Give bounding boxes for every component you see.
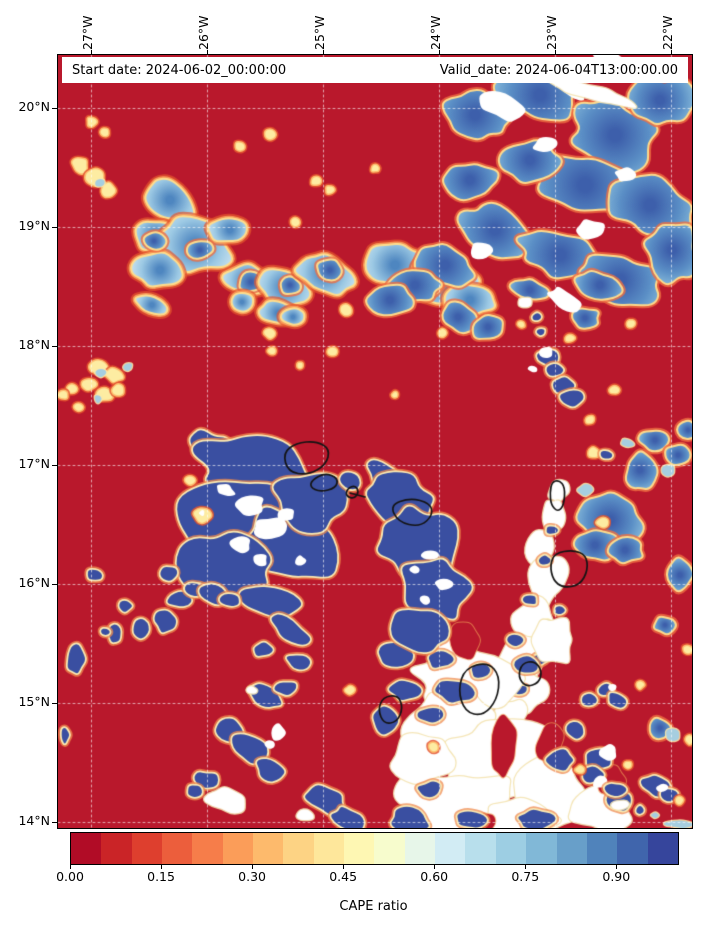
map-frame: Start date: 2024-06-02_00:00:00 Valid_da… (57, 54, 693, 829)
colorbar-segment (283, 833, 314, 864)
lat-tick-mark (52, 822, 57, 824)
colorbar-tick-label: 0.15 (147, 869, 175, 884)
colorbar-segment (374, 833, 405, 864)
lat-tick-label: 19°N (18, 218, 50, 233)
colorbar-tick-label: 0.90 (602, 869, 631, 884)
colorbar-segment (313, 833, 345, 864)
lat-tick-mark (52, 465, 57, 467)
colorbar-tick-mark (252, 864, 254, 869)
header-band: Start date: 2024-06-02_00:00:00 Valid_da… (62, 57, 688, 83)
colorbar-tick-mark (161, 864, 163, 869)
lat-tick-label: 15°N (18, 694, 50, 709)
lon-tick-mark (671, 50, 673, 55)
lat-tick-mark (52, 703, 57, 705)
lon-tick-mark (323, 50, 325, 55)
lon-tick-label: 27°W (80, 15, 95, 50)
colorbar-tick-label: 0.75 (511, 869, 540, 884)
colorbar (70, 832, 679, 865)
colorbar-segment (101, 833, 132, 864)
lat-tick-mark (52, 227, 57, 229)
colorbar-segment (344, 833, 375, 864)
lat-tick-label: 17°N (18, 456, 50, 471)
colorbar-segment (71, 833, 102, 864)
map-canvas (58, 55, 692, 828)
colorbar-tick-label: 0.00 (56, 869, 84, 884)
lat-tick-label: 18°N (18, 337, 50, 352)
colorbar-segment (192, 833, 223, 864)
lon-tick-label: 23°W (544, 15, 559, 50)
colorbar-segment (495, 833, 527, 864)
lat-tick-mark (52, 584, 57, 586)
colorbar-segment (435, 833, 466, 864)
colorbar-tick-label: 0.60 (420, 869, 449, 884)
lon-tick-label: 25°W (312, 15, 327, 50)
lon-tick-mark (555, 50, 557, 55)
colorbar-tick-mark (434, 864, 436, 869)
lon-tick-label: 24°W (428, 15, 443, 50)
colorbar-segment (222, 833, 254, 864)
lon-tick-mark (439, 50, 441, 55)
colorbar-segment (404, 833, 436, 864)
colorbar-segment (131, 833, 163, 864)
colorbar-tick-mark (616, 864, 618, 869)
lat-tick-label: 20°N (18, 99, 50, 114)
colorbar-tick-mark (525, 864, 527, 869)
lat-tick-mark (52, 108, 57, 110)
lat-tick-label: 14°N (18, 813, 50, 828)
lon-tick-mark (207, 50, 209, 55)
colorbar-segment (465, 833, 496, 864)
lon-tick-mark (91, 50, 93, 55)
lon-tick-label: 22°W (660, 15, 675, 50)
lat-tick-mark (52, 346, 57, 348)
colorbar-segment (586, 833, 618, 864)
colorbar-segment (556, 833, 587, 864)
colorbar-tick-mark (70, 864, 72, 869)
colorbar-tick-mark (343, 864, 345, 869)
colorbar-segment (617, 833, 648, 864)
lat-tick-label: 16°N (18, 575, 50, 590)
lon-tick-label: 26°W (196, 15, 211, 50)
start-date-text: Start date: 2024-06-02_00:00:00 (72, 62, 287, 78)
colorbar-segment (647, 833, 678, 864)
colorbar-segment (253, 833, 284, 864)
colorbar-segment (526, 833, 557, 864)
colorbar-tick-label: 0.45 (329, 869, 358, 884)
colorbar-label: CAPE ratio (339, 899, 408, 914)
colorbar-segment (162, 833, 193, 864)
colorbar-tick-label: 0.30 (238, 869, 267, 884)
valid-date-text: Valid_date: 2024-06-04T13:00:00.00 (439, 62, 678, 78)
